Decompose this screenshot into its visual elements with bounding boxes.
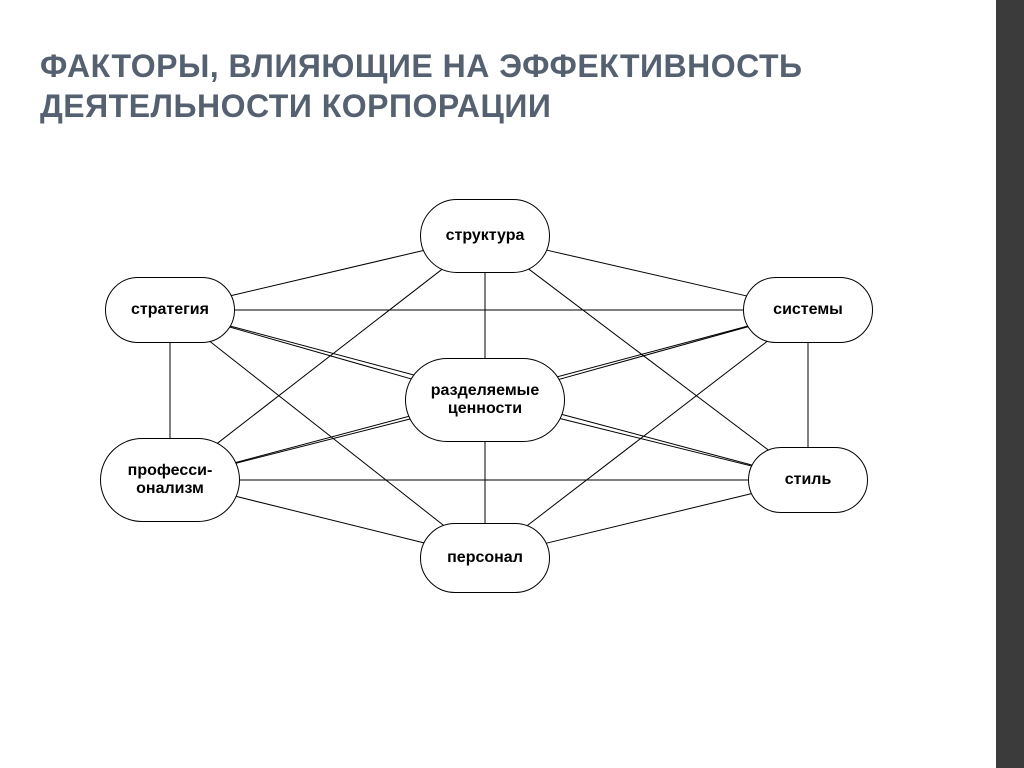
- node-label: стратегия: [131, 301, 209, 319]
- node-label: разделяемые ценности: [431, 382, 539, 419]
- node-structure: структура: [420, 199, 550, 273]
- diagram-nodes-layer: структура разделяемые ценности персонал стр…: [0, 0, 1024, 768]
- node-style: стиль: [748, 447, 868, 513]
- node-strategy: стратегия: [105, 277, 235, 343]
- slide: ФАКТОРЫ, ВЛИЯЮЩИЕ НА ЭФФЕКТИВНОСТЬ ДЕЯТЕ…: [0, 0, 1024, 768]
- node-shared_values: разделяемые ценности: [405, 358, 565, 442]
- node-label: професси- онализм: [128, 462, 213, 499]
- node-label: системы: [773, 301, 843, 319]
- node-professionalism: професси- онализм: [100, 438, 240, 522]
- node-label: структура: [446, 227, 525, 245]
- node-label: персонал: [447, 549, 523, 567]
- node-systems: системы: [743, 277, 873, 343]
- node-personnel: персонал: [420, 523, 550, 593]
- node-label: стиль: [785, 471, 832, 489]
